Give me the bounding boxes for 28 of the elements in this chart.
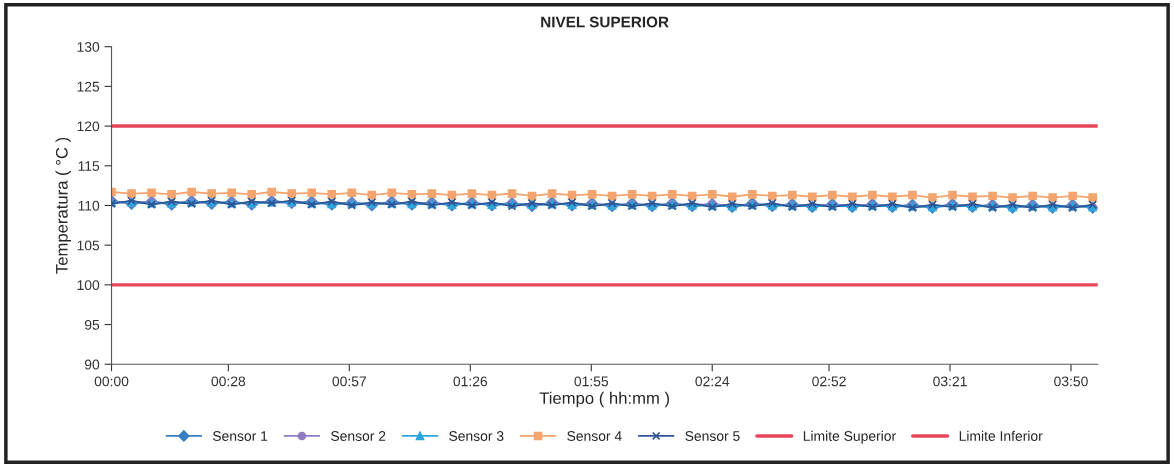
y-tick-label: 90 xyxy=(84,359,100,370)
x-axis-title: Tiempo ( hh:mm ) xyxy=(539,391,670,408)
y-axis-title: Temperatura ( °C ) xyxy=(55,137,71,274)
legend-label: Sensor 5 xyxy=(685,431,740,441)
y-tick-label: 120 xyxy=(77,121,100,132)
legend-label: Limite Superior xyxy=(803,430,896,444)
y-tick-label: 125 xyxy=(77,81,100,92)
legend-label: Limite Inferior xyxy=(959,430,1043,441)
x-tick-label: 01:26 xyxy=(453,376,488,387)
y-tick-label: 130 xyxy=(77,42,100,52)
x-tick-label: 02:52 xyxy=(812,376,846,387)
x-tick-label: 01:55 xyxy=(574,376,609,387)
x-tick-label: 03:21 xyxy=(933,376,967,387)
x-tick-label: 00:57 xyxy=(332,376,366,387)
x-tick-label: 00:28 xyxy=(211,376,246,387)
x-tick-label: 03:50 xyxy=(1054,376,1088,387)
legend-label: Sensor 3 xyxy=(449,431,504,441)
y-tick-label: 110 xyxy=(78,200,100,211)
legend-label: Sensor 4 xyxy=(567,431,622,441)
x-tick-label: 02:24 xyxy=(695,376,730,387)
legend-label: Sensor 1 xyxy=(212,431,268,441)
y-tick-label: 105 xyxy=(77,240,100,251)
y-tick-label: 100 xyxy=(77,280,100,291)
y-tick-label: 95 xyxy=(84,319,100,330)
y-tick-label: 115 xyxy=(78,161,100,171)
legend-label: Sensor 2 xyxy=(331,431,386,441)
chart-title: NIVEL SUPERIOR xyxy=(541,16,669,28)
x-tick-label: 00:00 xyxy=(94,376,129,387)
